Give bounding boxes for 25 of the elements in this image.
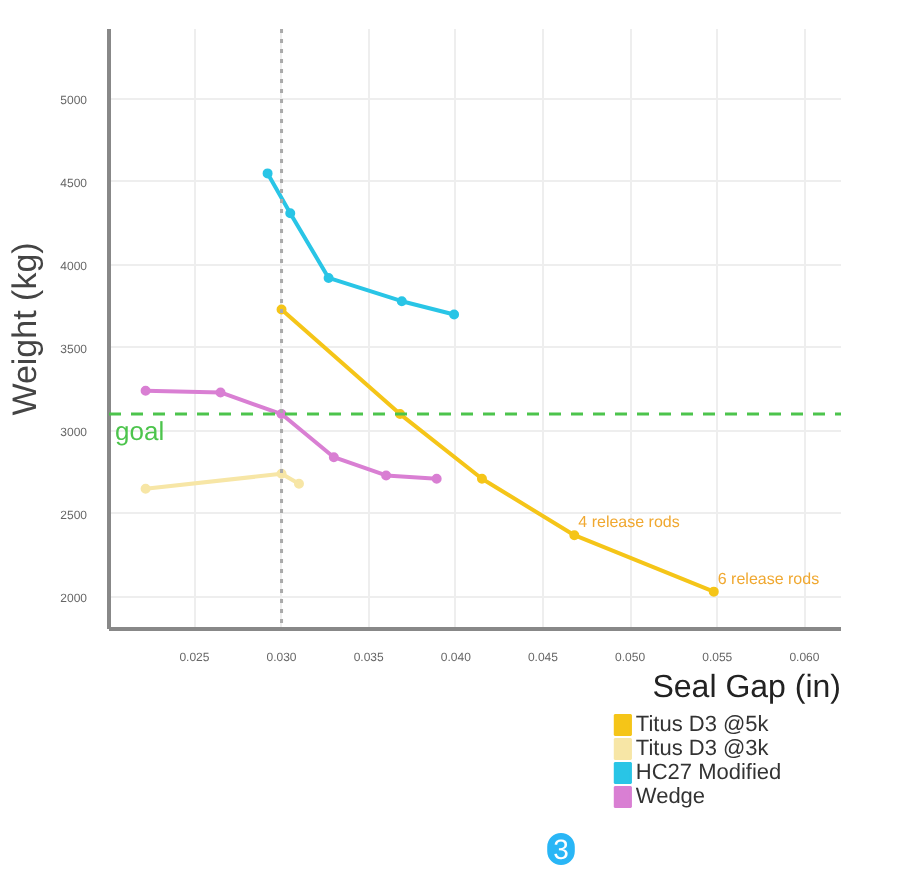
legend-label: HC27 Modified — [635, 761, 782, 785]
point — [476, 473, 487, 484]
point — [293, 478, 304, 489]
text: 3 — [553, 833, 570, 865]
legend-label: Titus D3 @5k — [635, 713, 770, 737]
point — [262, 168, 273, 179]
point — [396, 296, 407, 307]
point — [328, 452, 339, 463]
point — [569, 530, 580, 541]
point — [140, 385, 151, 396]
annotation: 6 release rods — [717, 569, 820, 588]
point — [323, 272, 334, 283]
legend-label: Wedge — [635, 785, 706, 809]
point — [431, 473, 442, 484]
x-axis-title: Seal Gap (in) — [652, 671, 841, 705]
point — [449, 309, 460, 320]
point — [708, 586, 719, 597]
y-axis-title: Weight (kg) — [6, 242, 45, 416]
annotation: 4 release rods — [578, 513, 680, 532]
legend-label: Titus D3 @3k — [635, 737, 770, 761]
point — [215, 387, 226, 398]
point — [381, 470, 392, 481]
point — [285, 208, 296, 219]
ref-line-label: goal — [115, 416, 165, 447]
point — [140, 483, 151, 494]
